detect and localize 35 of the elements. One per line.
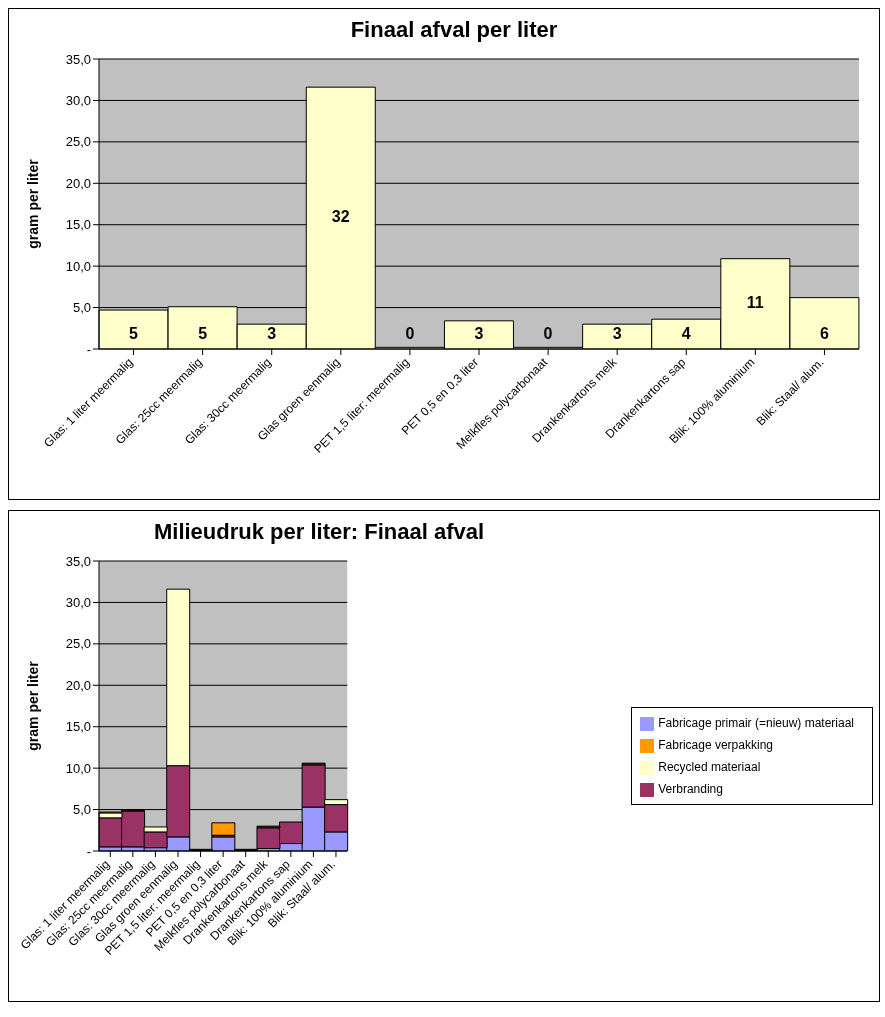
data-label: 4 (681, 325, 691, 343)
y-axis-title: gram per liter (25, 159, 41, 249)
y-tick-label: - (86, 341, 91, 357)
chart-title: Finaal afval per liter (349, 17, 559, 43)
y-tick-label: 30,0 (65, 595, 91, 611)
data-label: 5 (129, 325, 139, 343)
data-label: 5 (198, 325, 208, 343)
legend-label: Recycled materiaal (658, 760, 761, 774)
legend-label: Fabricage primair (=nieuw) materiaal (658, 716, 854, 730)
y-tick-label: 25,0 (65, 134, 91, 150)
y-tick-label: 20,0 (65, 677, 91, 693)
y-tick-label: 15,0 (65, 217, 91, 233)
y-tick-label: 35,0 (65, 51, 91, 67)
data-label: 0 (543, 325, 553, 343)
y-tick-label: 25,0 (65, 636, 91, 652)
data-label: 3 (474, 325, 484, 343)
y-tick-label: 20,0 (65, 175, 91, 191)
data-label: 0 (405, 325, 415, 343)
y-tick-label: 35,0 (65, 553, 91, 569)
data-label: 11 (746, 294, 764, 312)
data-label: 32 (331, 208, 350, 226)
legend-label: Fabricage verpakking (658, 738, 773, 752)
legend-label: Verbranding (658, 782, 723, 796)
y-tick-label: 10,0 (65, 760, 91, 776)
y-tick-label: 5,0 (72, 300, 91, 316)
chart-title: Milieudruk per liter: Finaal afval (152, 519, 486, 545)
y-tick-label: 5,0 (72, 802, 91, 818)
data-label: 6 (819, 325, 829, 343)
y-tick-label: 30,0 (65, 93, 91, 109)
y-tick-label: - (86, 843, 91, 859)
data-label: 3 (612, 325, 622, 343)
y-tick-label: 10,0 (65, 258, 91, 274)
y-axis-title: gram per liter (25, 661, 41, 751)
y-tick-label: 15,0 (65, 719, 91, 735)
data-label: 3 (267, 325, 277, 343)
